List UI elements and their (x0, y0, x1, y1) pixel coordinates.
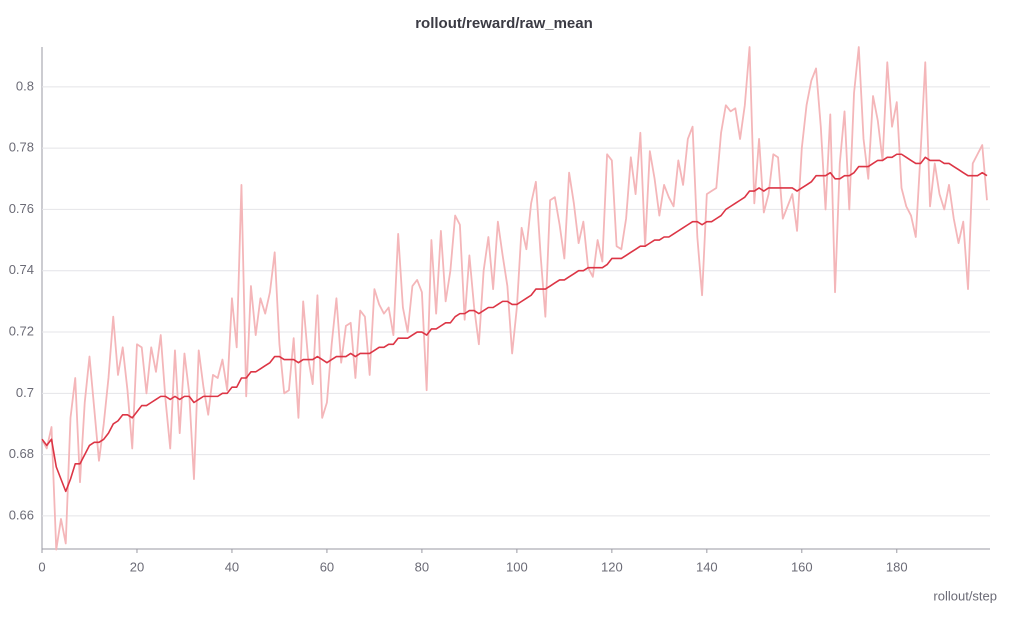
x-tick-label: 0 (38, 559, 45, 574)
chart-title: rollout/reward/raw_mean (415, 15, 593, 32)
x-tick-label: 40 (225, 559, 239, 574)
x-tick-label: 140 (696, 559, 718, 574)
x-tick-label: 20 (130, 559, 144, 574)
x-tick-label: 60 (320, 559, 334, 574)
y-tick-label: 0.72 (9, 323, 34, 338)
y-tick-label: 0.8 (16, 78, 34, 93)
y-tick-label: 0.66 (9, 507, 34, 522)
x-axis-label: rollout/step (933, 588, 997, 603)
series-line (41, 46, 988, 551)
x-tick-label: 180 (886, 559, 908, 574)
y-tick-label: 0.68 (9, 446, 34, 461)
series-line (41, 153, 988, 493)
y-tick-label: 0.76 (9, 201, 34, 216)
x-tick-label: 80 (415, 559, 429, 574)
x-tick-label: 100 (506, 559, 528, 574)
y-tick-label: 0.78 (9, 140, 34, 155)
x-tick-label: 160 (791, 559, 813, 574)
x-tick-label: 120 (601, 559, 623, 574)
y-tick-label: 0.7 (16, 385, 34, 400)
y-tick-label: 0.74 (9, 262, 34, 277)
